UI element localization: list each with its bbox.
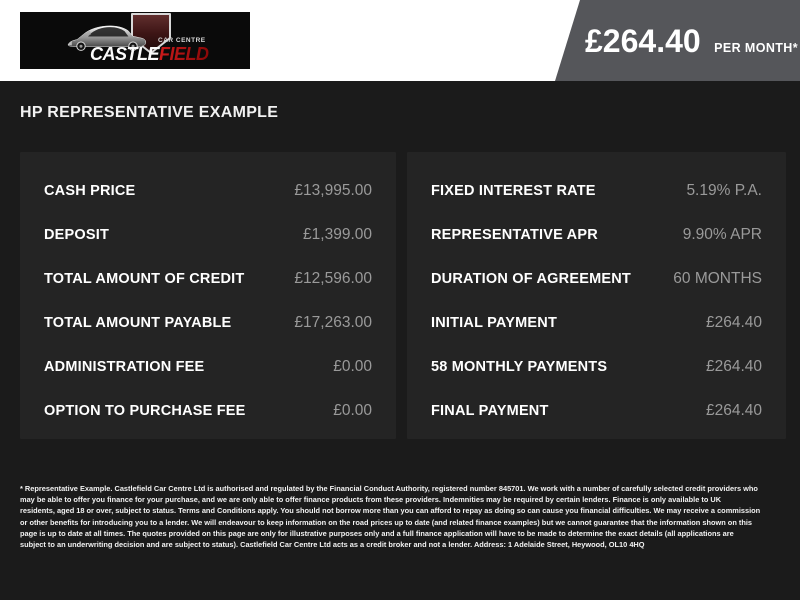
svg-text:CAR CENTRE: CAR CENTRE: [158, 37, 206, 44]
svg-text:CASTLEFIELD: CASTLEFIELD: [90, 44, 209, 64]
